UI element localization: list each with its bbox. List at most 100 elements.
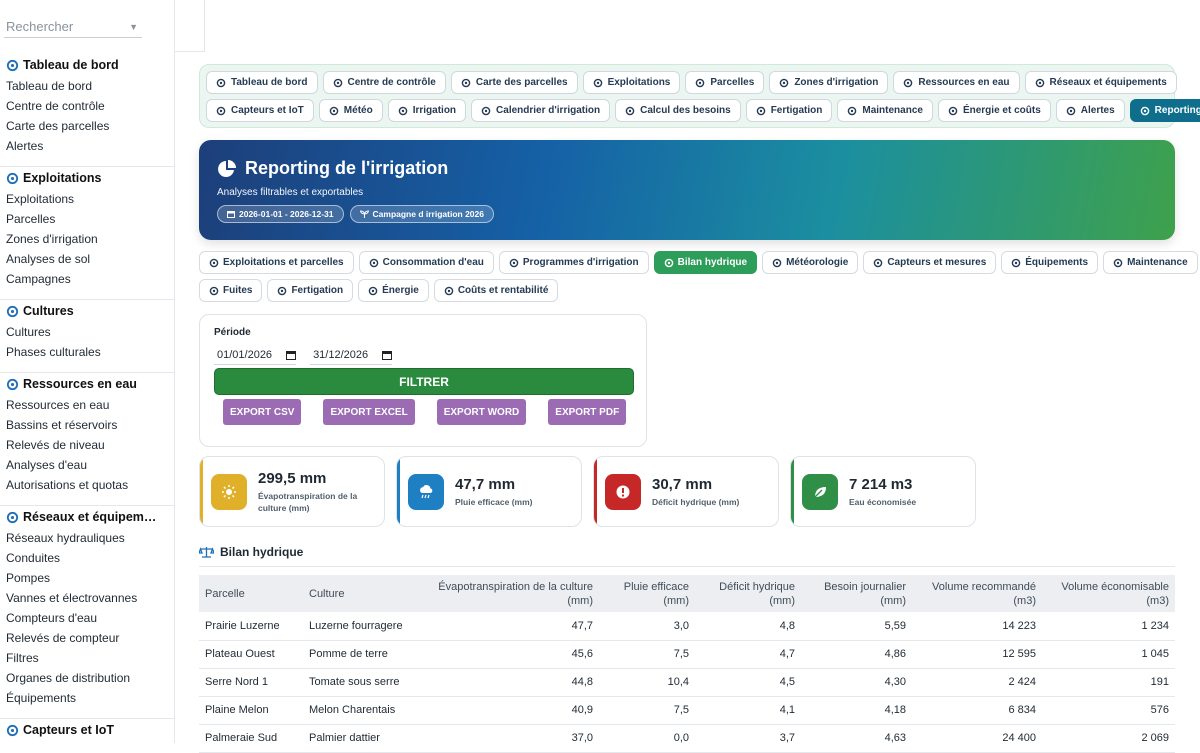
calendar-icon[interactable]: [382, 350, 393, 360]
period-chip: 2026-01-01 - 2026-12-31: [217, 205, 344, 223]
nav-tab-carte-des-parcelles[interactable]: Carte des parcelles: [450, 71, 578, 94]
report-tab-label: Fertigation: [291, 285, 344, 296]
sidebar-item-vannes-et-electrovannes[interactable]: Vannes et électrovannes: [6, 591, 138, 605]
sidebar-item-parcelles[interactable]: Parcelles: [6, 212, 56, 226]
table-row[interactable]: Plateau Ouest Pomme de terre 45,6 7,5 4,7 4,8…: [199, 640, 1175, 669]
nav-tab-irrigation[interactable]: Irrigation: [387, 99, 467, 122]
sidebar-item-cultures[interactable]: Cultures: [6, 325, 51, 339]
sidebar: Rechercher ▼ Tableau de bord Tableau de b…: [0, 0, 175, 743]
table-cell: Palmier dattier: [303, 724, 429, 753]
sidebar-item-equipements[interactable]: Équipements: [6, 691, 77, 705]
kpi-card-accent: [200, 457, 203, 526]
tractor-icon: [6, 172, 19, 184]
table-cell: 4,30: [801, 668, 912, 697]
nav-tab-reseaux-et-equipements[interactable]: Réseaux et équipements: [1024, 71, 1177, 94]
report-tab-fertigation[interactable]: Fertigation: [267, 279, 354, 302]
nav-tab-zones-d-irrigation[interactable]: Zones d'irrigation: [769, 71, 889, 94]
sidebar-item-organes-de-distribution[interactable]: Organes de distribution: [6, 671, 131, 685]
report-tab-exploitations-et-parcelles[interactable]: Exploitations et parcelles: [199, 251, 354, 274]
sidebar-section-title[interactable]: Ressources en eau: [0, 373, 174, 395]
sidebar-item-carte-des-parcelles[interactable]: Carte des parcelles: [6, 119, 110, 133]
sidebar-item-filtres[interactable]: Filtres: [6, 651, 39, 665]
nav-tab-ressources-en-eau[interactable]: Ressources en eau: [893, 71, 1020, 94]
nav-tab-alertes[interactable]: Alertes: [1055, 99, 1125, 122]
report-tab-programmes-d-irrigation[interactable]: Programmes d'irrigation: [498, 251, 649, 274]
sidebar-section-title[interactable]: Cultures: [0, 300, 174, 322]
energie-et-couts-icon: [948, 106, 958, 115]
export-excel-button[interactable]: EXPORT EXCEL: [323, 399, 415, 425]
nav-tab-parcelles[interactable]: Parcelles: [685, 71, 765, 94]
column-header-parcelle: Parcelle: [199, 575, 303, 612]
nav-tab-calcul-des-besoins[interactable]: Calcul des besoins: [615, 99, 741, 122]
report-tab-bilan-hydrique[interactable]: Bilan hydrique: [653, 251, 758, 274]
zones-d-irrigation-icon: [780, 78, 789, 87]
nav-tab-tableau-de-bord[interactable]: Tableau de bord: [206, 71, 318, 94]
report-tab-couts-et-rentabilite[interactable]: Coûts et rentabilité: [433, 279, 559, 302]
table-cell: Prairie Luzerne: [199, 612, 303, 641]
sidebar-item-tableau-de-bord[interactable]: Tableau de bord: [6, 79, 93, 93]
exploitations-et-parcelles-icon: [209, 258, 219, 267]
sidebar-sections: Tableau de bord Tableau de bord Centre de …: [0, 54, 174, 741]
start-date-input[interactable]: 01/01/2026: [214, 346, 297, 365]
sidebar-section-title[interactable]: Exploitations: [0, 167, 174, 189]
nav-tab-energie-et-couts[interactable]: Énergie et coûts: [937, 99, 1051, 122]
nav-tab-capteurs-et-iot[interactable]: Capteurs et IoT: [206, 99, 314, 122]
nav-tab-calendrier-d-irrigation[interactable]: Calendrier d'irrigation: [471, 99, 611, 122]
report-tab-equipements[interactable]: Équipements: [1001, 251, 1099, 274]
sidebar-section-title[interactable]: Réseaux et équipem…: [0, 506, 174, 528]
sidebar-item-alertes[interactable]: Alertes: [6, 139, 44, 153]
table-row[interactable]: Serre Nord 1 Tomate sous serre 44,8 10,4 4,5…: [199, 668, 1175, 697]
sidebar-item-reseaux-hydrauliques[interactable]: Réseaux hydrauliques: [6, 531, 125, 545]
filter-button[interactable]: FILTRER: [214, 368, 634, 395]
table-row[interactable]: Palmeraie Sud Palmier dattier 37,0 0,0 3,7 4,…: [199, 724, 1175, 753]
export-csv-button[interactable]: EXPORT CSV: [223, 399, 302, 425]
sidebar-item-releves-de-niveau[interactable]: Relevés de niveau: [6, 438, 105, 452]
sidebar-item-zones-d-irrigation[interactable]: Zones d'irrigation: [6, 232, 98, 246]
divider: [0, 505, 174, 506]
report-tab-fuites[interactable]: Fuites: [199, 279, 263, 302]
table-body: Prairie Luzerne Luzerne fourragere 47,7 3,0…: [199, 612, 1175, 753]
table-cell: 24 400: [912, 724, 1042, 753]
sidebar-item-ressources-en-eau[interactable]: Ressources en eau: [6, 398, 110, 412]
sidebar-item-analyses-de-sol[interactable]: Analyses de sol: [6, 252, 91, 266]
nav-tab-exploitations[interactable]: Exploitations: [582, 71, 681, 94]
filter-panel: Période 01/01/2026 31/12/2026 FILTRER EX…: [199, 314, 647, 447]
nav-tab-maintenance[interactable]: Maintenance: [837, 99, 933, 122]
nav-tab-meteo[interactable]: Météo: [318, 99, 383, 122]
seedling-icon: [359, 210, 369, 218]
sidebar-item-pompes[interactable]: Pompes: [6, 571, 51, 585]
sidebar-item-campagnes[interactable]: Campagnes: [6, 272, 71, 286]
report-tab-maintenance[interactable]: Maintenance: [1103, 251, 1198, 274]
sidebar-item-exploitations[interactable]: Exploitations: [6, 192, 75, 206]
report-tab-capteurs-et-mesures[interactable]: Capteurs et mesures: [863, 251, 997, 274]
tableau-de-bord-icon: [216, 78, 226, 87]
report-tab-meteorologie[interactable]: Météorologie: [762, 251, 859, 274]
sidebar-item-releves-de-compteur[interactable]: Relevés de compteur: [6, 631, 120, 645]
report-tab-consommation-d-eau[interactable]: Consommation d'eau: [358, 251, 494, 274]
report-tab-label: Fuites: [223, 285, 253, 296]
table-cell: Luzerne fourragere: [303, 612, 429, 641]
sidebar-item-phases-culturales[interactable]: Phases culturales: [6, 345, 101, 359]
sidebar-item-autorisations-et-quotas[interactable]: Autorisations et quotas: [6, 478, 129, 492]
calendar-icon[interactable]: [286, 350, 297, 360]
ressources-en-eau-icon: [904, 78, 913, 87]
nav-tab-centre-de-controle[interactable]: Centre de contrôle: [322, 71, 446, 94]
sidebar-item-analyses-d-eau[interactable]: Analyses d'eau: [6, 458, 88, 472]
sidebar-item-bassins-et-reservoirs[interactable]: Bassins et réservoirs: [6, 418, 118, 432]
export-word-button[interactable]: EXPORT WORD: [436, 399, 527, 425]
end-date-input[interactable]: 31/12/2026: [310, 346, 393, 365]
parcelles-icon: [696, 78, 705, 87]
nav-tab-reporting[interactable]: Reporting: [1129, 99, 1200, 122]
table-row[interactable]: Plaine Melon Melon Charentais 40,9 7,5 4,1 4,…: [199, 696, 1175, 725]
sidebar-section-title[interactable]: Capteurs et IoT: [0, 719, 174, 741]
nav-tab-fertigation[interactable]: Fertigation: [745, 99, 833, 122]
table-row[interactable]: Prairie Luzerne Luzerne fourragere 47,7 3,0…: [199, 612, 1175, 641]
sidebar-section-title[interactable]: Tableau de bord: [0, 54, 174, 76]
sidebar-item-centre-de-controle[interactable]: Centre de contrôle: [6, 99, 105, 113]
export-pdf-button[interactable]: EXPORT PDF: [548, 399, 627, 425]
report-tab-energie[interactable]: Énergie: [358, 279, 429, 302]
sidebar-item-conduites[interactable]: Conduites: [6, 551, 61, 565]
chevron-down-icon[interactable]: ▼: [129, 22, 138, 32]
search-input[interactable]: Rechercher ▼: [4, 14, 142, 38]
sidebar-item-compteurs-d-eau[interactable]: Compteurs d'eau: [6, 611, 98, 625]
